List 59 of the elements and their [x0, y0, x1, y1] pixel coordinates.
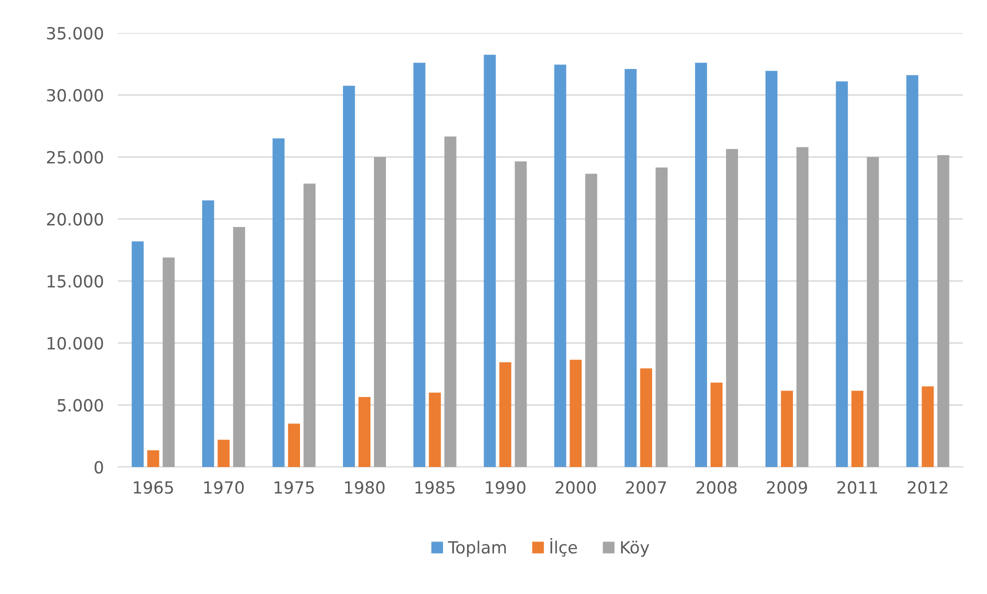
legend-label: İlçe [550, 538, 577, 557]
bar [147, 450, 160, 467]
y-tick-label: 5.000 [58, 398, 104, 412]
bar [484, 54, 496, 467]
bar [656, 168, 668, 467]
bar [922, 386, 934, 467]
x-tick-label: 1990 [486, 481, 526, 494]
bar [866, 157, 879, 467]
bar [570, 360, 582, 467]
bar [640, 368, 652, 467]
x-tick-label: 1980 [345, 481, 385, 494]
x-tick-label: 2011 [837, 481, 878, 494]
bar [906, 75, 918, 467]
y-tick-label: 0 [94, 460, 104, 474]
bar [413, 62, 426, 467]
bar [218, 440, 230, 467]
x-tick-label: 1970 [204, 481, 244, 494]
y-tick-label: 20.000 [47, 212, 104, 226]
x-tick-label: 2007 [626, 481, 666, 494]
bar [780, 390, 793, 467]
bar [695, 62, 708, 467]
bar [514, 161, 527, 467]
bar [836, 81, 848, 467]
bar [342, 86, 355, 467]
bar [585, 174, 598, 467]
bar [162, 257, 175, 467]
y-tick-label: 30.000 [47, 88, 104, 102]
bar [851, 390, 864, 467]
bar [796, 147, 808, 467]
bar [499, 362, 512, 467]
y-tick-label: 25.000 [47, 150, 104, 164]
y-tick-label: 15.000 [48, 274, 104, 288]
bar [624, 68, 637, 467]
bar [444, 136, 456, 467]
bar [765, 70, 778, 467]
bar [304, 184, 316, 467]
x-tick-label: 2000 [556, 481, 596, 494]
x-tick-label: 1975 [274, 481, 314, 494]
bar [132, 241, 144, 467]
bar [374, 157, 386, 467]
legend-label: Toplam [448, 540, 506, 557]
bar [358, 396, 370, 467]
bar [288, 424, 300, 467]
legend-label: Köy [621, 540, 650, 557]
bar [428, 392, 441, 467]
bar [272, 138, 285, 467]
bar [710, 382, 723, 467]
y-tick-label: 35.000 [47, 26, 104, 40]
bar [233, 227, 246, 467]
x-tick-label: 2012 [908, 481, 948, 494]
x-tick-label: 1985 [415, 481, 455, 494]
y-tick-label: 10.000 [48, 336, 104, 350]
x-tick-label: 2008 [696, 481, 737, 494]
x-tick-label: 2009 [766, 481, 807, 494]
x-tick-label: 1965 [134, 481, 173, 494]
bar [726, 148, 738, 467]
bar [202, 200, 214, 467]
bar [937, 155, 950, 467]
bar [554, 64, 566, 467]
